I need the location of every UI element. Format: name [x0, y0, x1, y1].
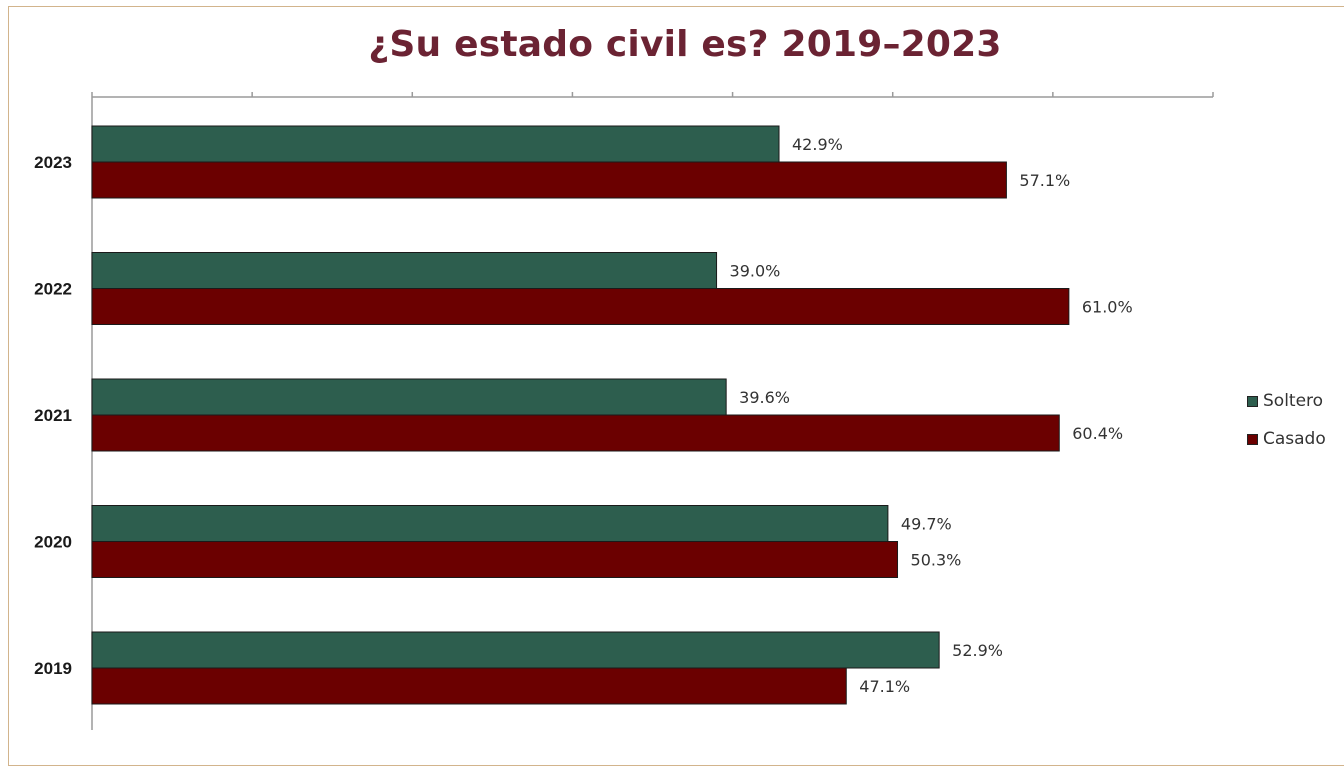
legend: Soltero Casado [1247, 382, 1326, 458]
bar-soltero [91, 505, 889, 542]
category-label: 2019 [34, 659, 72, 678]
bar-casado [91, 414, 1060, 452]
bar-casado [91, 161, 1007, 199]
legend-label-soltero: Soltero [1263, 391, 1324, 411]
category-label: 2020 [34, 533, 72, 552]
data-label-soltero: 39.0% [730, 262, 781, 281]
category-label: 2021 [34, 406, 72, 425]
data-label-soltero: 49.7% [901, 515, 952, 534]
data-label-casado: 57.1% [1019, 171, 1070, 190]
data-label-casado: 50.3% [911, 551, 962, 570]
data-label-casado: 61.0% [1082, 298, 1133, 317]
bar-soltero [91, 631, 940, 669]
bar-casado [91, 541, 899, 578]
category-label: 2022 [34, 280, 72, 299]
data-label-casado: 60.4% [1072, 424, 1123, 443]
data-label-soltero: 42.9% [792, 135, 843, 154]
data-label-casado: 47.1% [859, 677, 910, 696]
legend-item-soltero: Soltero [1247, 382, 1326, 420]
data-label-soltero: 39.6% [739, 388, 790, 407]
bar-casado [91, 288, 1070, 325]
chart-title: ¿Su estado civil es? 2019–2023 [368, 24, 1002, 65]
legend-swatch-soltero [1247, 395, 1258, 407]
category-label: 2023 [34, 153, 72, 172]
bar-soltero [91, 125, 780, 163]
legend-swatch-casado [1247, 433, 1258, 445]
bar-soltero [91, 252, 718, 289]
legend-label-casado: Casado [1263, 429, 1326, 449]
data-label-soltero: 52.9% [952, 641, 1003, 660]
bar-casado [91, 667, 847, 705]
legend-item-casado: Casado [1247, 420, 1326, 458]
bar-soltero [91, 378, 727, 416]
